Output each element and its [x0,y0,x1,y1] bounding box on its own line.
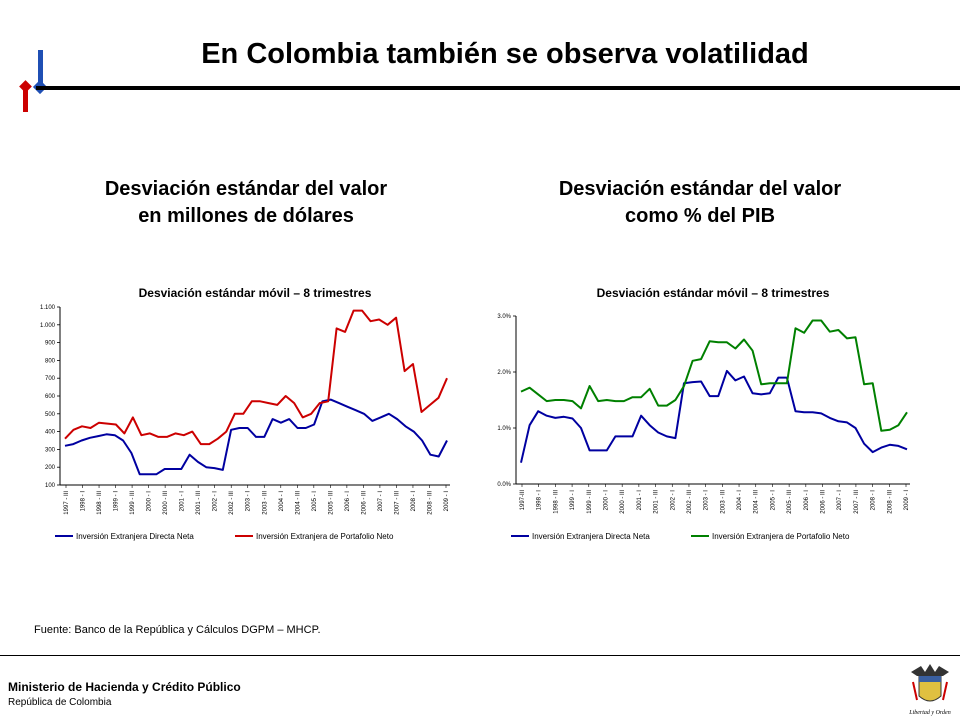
gdp-chart-title: Desviación estándar móvil – 8 trimestres [597,286,830,300]
left-heading-line-1: Desviación estándar del valor [104,178,388,200]
usd-series-line-ied [64,398,448,476]
chart-pct-gdp-svg: Desviación estándar móvil – 8 trimestres… [497,286,910,541]
emblem-motto: Libertad y Orden [908,710,950,716]
usd-x-tick-label: 2001 - I [180,491,186,512]
chart-pct-gdp: Desviación estándar móvil – 8 trimestres… [478,270,918,560]
gdp-x-tick-label: 2001 - I [637,490,643,511]
usd-x-tick-label: 2004 - III [295,491,301,515]
gdp-series-line-portfolio [520,319,908,432]
usd-x-tick-label: 2005 - I [312,491,318,512]
usd-series-line-portfolio [64,309,448,446]
right-heading-line-1: Desviación estándar del valor [558,178,842,200]
logo-blue-bar [38,50,43,90]
footer-divider [0,655,960,656]
left-chart-heading: Desviación estándar del valor en millone… [66,176,426,230]
gdp-x-tick-label: 2006 - I [804,490,810,511]
slide-title: En Colombia también se observa volatilid… [201,38,809,70]
emblem-condor [911,664,949,676]
usd-legend-label-ied: Inversión Extranjera Directa Neta [76,532,194,541]
usd-x-tick-label: 2004 - I [279,491,285,512]
logo-red-diamond [19,80,32,93]
gdp-y-tick-label: 0.0% [497,482,511,488]
ministry-name: Ministerio de Hacienda y Crédito Público [8,680,241,694]
gdp-legend-label-portfolio: Inversión Extranjera de Portafolio Neto [712,532,850,541]
usd-x-tick-label: 2000 - III [163,491,169,515]
right-heading-line-2: como % del PIB [624,205,776,227]
gdp-x-tick-label: 2009 - I [904,490,910,511]
emblem-shield-band [919,676,941,682]
usd-x-tick-label: 2009 - I [444,491,450,512]
emblem-flags [912,681,948,701]
coat-of-arms-emblem: Libertad y Orden [905,660,955,718]
gdp-x-tick-label: 2000 - I [603,490,609,511]
usd-x-tick-label: 1999 - I [114,491,120,512]
usd-x-tick-label: 1998 - III [97,491,103,515]
usd-y-tick-label: 700 [45,376,56,382]
emblem-shield [918,675,942,702]
chart-usd-millions-svg: Desviación estándar móvil – 8 trimestres… [40,286,450,541]
gdp-x-tick-label: 2003 - III [720,490,726,514]
gdp-x-tick-label: 2003 - I [704,490,710,511]
usd-y-tick-label: 1.100 [40,305,56,311]
source-note: Fuente: Banco de la República y Cálculos… [34,624,321,636]
country-name: República de Colombia [8,697,112,708]
usd-y-tick-label: 100 [45,483,56,489]
usd-y-tick-label: 900 [45,341,56,347]
usd-y-tick-label: 800 [45,358,56,364]
usd-x-tick-label: 1998 - I [81,491,87,512]
gdp-x-tick-label: 2000 - III [620,490,626,514]
usd-x-tick-label: 2002 - I [213,491,219,512]
usd-y-tick-label: 300 [45,447,56,453]
usd-x-tick-label: 2002 - III [229,491,235,515]
usd-x-tick-label: 2008 - I [411,491,417,512]
usd-x-tick-label: 2003 - III [262,491,268,515]
logo-red-bar [23,86,28,112]
gdp-x-tick-label: 2007 - III [854,490,860,514]
gdp-x-tick-label: 2004 - I [737,490,743,511]
gdp-legend-label-ied: Inversión Extranjera Directa Neta [532,532,650,541]
gdp-y-tick-label: 1.0% [497,426,511,432]
gdp-x-tick-label: 2004 - III [754,490,760,514]
gdp-x-tick-label: 2002 - I [670,490,676,511]
gdp-y-tick-label: 3.0% [497,314,511,320]
usd-legend-label-portfolio: Inversión Extranjera de Portafolio Neto [256,532,394,541]
usd-x-tick-label: 1999 - III [130,491,136,515]
gdp-y-tick-label: 2.0% [497,370,511,376]
gdp-x-tick-label: 2001 - III [654,490,660,514]
usd-x-tick-label: 2006 - III [361,491,367,515]
usd-y-tick-label: 200 [45,465,56,471]
usd-x-tick-label: 2006 - I [345,491,351,512]
usd-x-tick-label: 2005 - III [328,491,334,515]
usd-y-tick-label: 600 [45,394,56,400]
gdp-x-tick-label: 2002 - III [687,490,693,514]
usd-x-tick-label: 1997 - III [64,491,70,515]
usd-x-tick-label: 2001 - III [196,491,202,515]
usd-x-tick-label: 2007 - III [394,491,400,515]
gdp-x-tick-label: 1999 - III [587,490,593,514]
gdp-x-tick-label: 1998 - III [553,490,559,514]
title-divider [36,86,960,90]
gdp-x-tick-label: 1998 - I [537,490,543,511]
gdp-x-tick-label: 2008 - III [887,490,893,514]
usd-y-tick-label: 500 [45,412,56,418]
gdp-x-tick-label: 1997-III [520,490,526,511]
usd-x-tick-label: 2007 - I [378,491,384,512]
usd-x-tick-label: 2000 - I [147,491,153,512]
right-chart-heading: Desviación estándar del valor como % del… [520,176,880,230]
usd-y-tick-label: 400 [45,430,56,436]
gdp-x-tick-label: 2006 - III [821,490,827,514]
left-heading-line-2: en millones de dólares [138,205,354,227]
chart-usd-millions: Desviación estándar móvil – 8 trimestres… [20,270,460,560]
gdp-x-tick-label: 2005 - I [770,490,776,511]
gdp-x-tick-label: 2008 - I [871,490,877,511]
gdp-x-tick-label: 2005 - III [787,490,793,514]
usd-y-tick-label: 1.000 [40,323,56,329]
usd-x-tick-label: 2003 - I [246,491,252,512]
gdp-x-tick-label: 2007 - I [837,490,843,511]
ministry-logo-mark [18,48,54,112]
usd-x-tick-label: 2008 - III [427,491,433,515]
gdp-series-line-ied [520,369,908,463]
usd-chart-title: Desviación estándar móvil – 8 trimestres [139,286,372,300]
gdp-x-tick-label: 1999 - I [570,490,576,511]
